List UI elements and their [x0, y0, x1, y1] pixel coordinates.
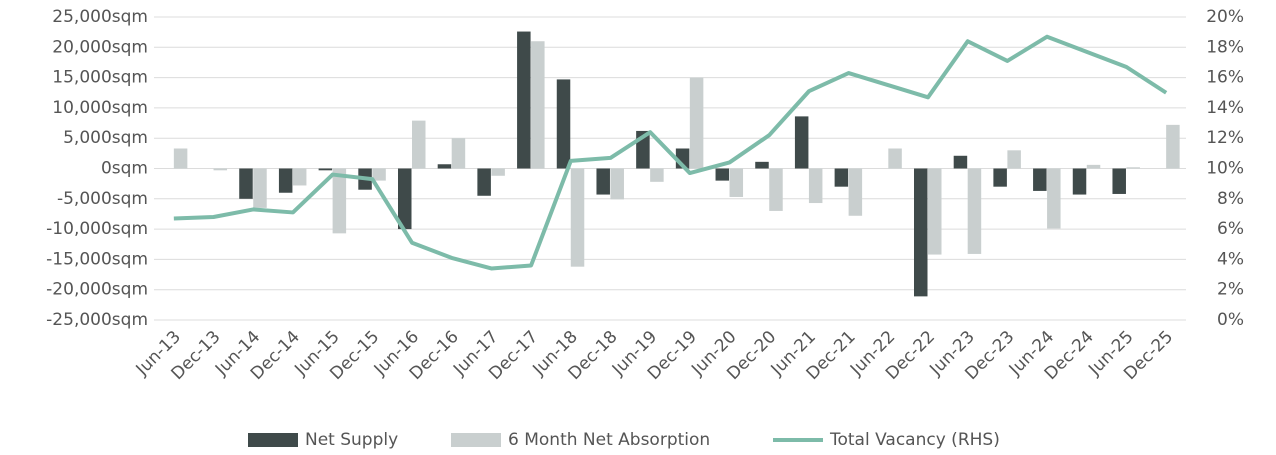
bar	[1047, 168, 1061, 229]
y-tick-label: 5,000sqm	[63, 128, 148, 148]
bar	[491, 168, 505, 176]
y-tick-label: -5,000sqm	[57, 189, 148, 209]
bar	[477, 168, 491, 196]
legend-label: Total Vacancy (RHS)	[829, 430, 1000, 450]
bar	[755, 161, 769, 169]
bar	[834, 168, 849, 187]
bar	[517, 31, 531, 169]
bar	[318, 168, 333, 171]
bar	[332, 168, 347, 234]
bar	[451, 138, 466, 169]
y-tick-label: -20,000sqm	[46, 280, 148, 300]
y2-tick-label: 10%	[1206, 159, 1244, 179]
y2-tick-label: 8%	[1217, 189, 1244, 209]
line	[173, 34, 1168, 271]
legend-swatch	[451, 433, 501, 447]
bar	[794, 116, 809, 169]
y2-tick-label: 12%	[1206, 128, 1244, 148]
y-tick-label: -25,000sqm	[46, 310, 148, 330]
bar	[278, 168, 293, 193]
y-tick-label: -10,000sqm	[46, 219, 148, 239]
bar	[610, 168, 624, 200]
legend-label: 6 Month Net Absorption	[508, 430, 710, 450]
bar	[1007, 150, 1021, 169]
y2-tick-label: 16%	[1206, 68, 1244, 88]
bar	[531, 41, 545, 169]
bar	[769, 168, 783, 211]
bar	[1086, 164, 1101, 169]
legend-label: Net Supply	[305, 430, 398, 450]
bar	[292, 168, 307, 186]
bar	[650, 168, 664, 182]
bar	[253, 168, 267, 208]
bar	[993, 168, 1007, 187]
y-tick-label: 25,000sqm	[52, 7, 148, 27]
bar	[398, 168, 412, 230]
y2-tick-label: 2%	[1217, 280, 1244, 300]
bar	[570, 168, 585, 267]
y-tick-label: 15,000sqm	[52, 68, 148, 88]
bar	[953, 155, 968, 169]
bar	[848, 168, 863, 216]
bar	[173, 148, 188, 169]
bar	[928, 168, 942, 255]
bar	[967, 168, 982, 254]
bar	[729, 168, 744, 197]
bar	[914, 168, 928, 297]
y-tick-label: 20,000sqm	[52, 37, 148, 57]
y2-tick-label: 0%	[1217, 310, 1244, 330]
y2-tick-label: 14%	[1206, 98, 1244, 118]
bar	[888, 148, 902, 169]
y-tick-label: -15,000sqm	[46, 249, 148, 269]
bar	[1033, 168, 1047, 191]
bar	[596, 168, 610, 195]
y-tick-label: 0sqm	[101, 159, 148, 179]
legend-swatch	[248, 433, 298, 447]
bar	[437, 164, 452, 169]
bar	[808, 168, 823, 204]
bar	[372, 168, 386, 181]
bar	[1112, 168, 1126, 194]
bar	[213, 168, 228, 171]
bar	[1166, 124, 1180, 169]
bar	[1126, 167, 1140, 169]
bar	[239, 168, 253, 199]
bar	[715, 168, 730, 181]
y2-tick-label: 20%	[1206, 7, 1244, 27]
y-tick-label: 10,000sqm	[52, 98, 148, 118]
bar	[1072, 168, 1087, 195]
bar	[689, 77, 704, 169]
bar	[412, 120, 426, 169]
y2-tick-label: 4%	[1217, 249, 1244, 269]
y2-tick-label: 18%	[1206, 37, 1244, 57]
y2-tick-label: 6%	[1217, 219, 1244, 239]
bar	[556, 79, 571, 169]
